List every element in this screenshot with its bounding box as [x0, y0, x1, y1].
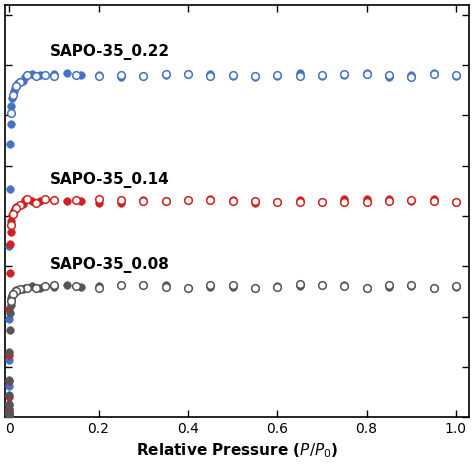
- Text: SAPO-35_0.14: SAPO-35_0.14: [49, 172, 169, 188]
- X-axis label: Relative Pressure ($P/P_0$): Relative Pressure ($P/P_0$): [136, 442, 338, 460]
- Text: SAPO-35_0.08: SAPO-35_0.08: [49, 257, 169, 273]
- Text: SAPO-35_0.22: SAPO-35_0.22: [49, 44, 170, 60]
